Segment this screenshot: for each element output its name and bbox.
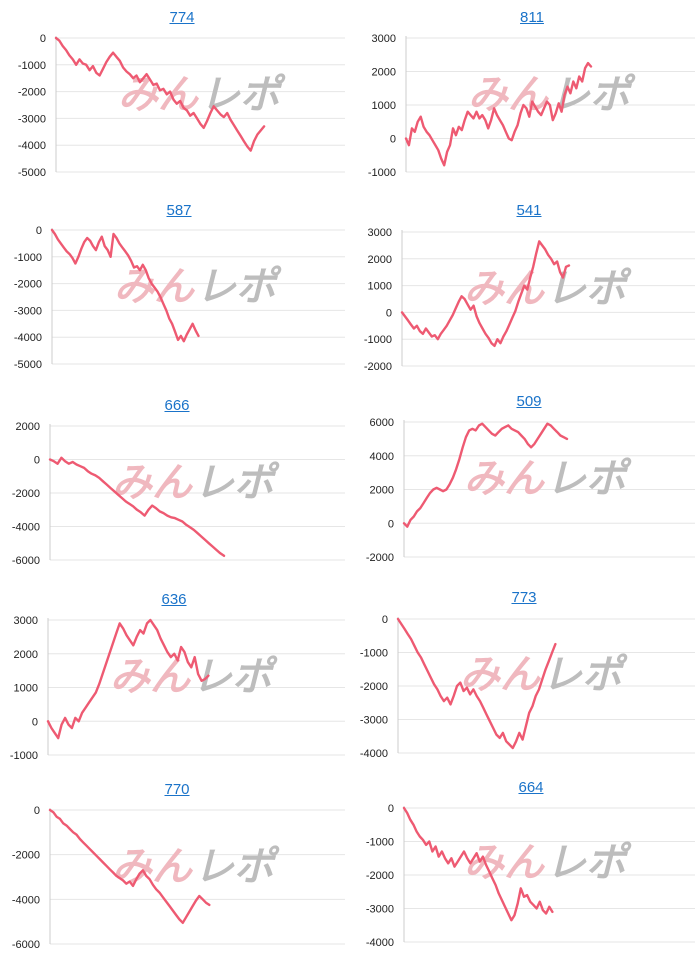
- y-tick-label: 2000: [16, 421, 40, 433]
- chart-title-link[interactable]: 664: [518, 779, 544, 796]
- y-tick-label: 2000: [372, 67, 396, 79]
- y-tick-label: -4000: [18, 140, 46, 152]
- series-line: [48, 808, 211, 924]
- series-line: [402, 806, 554, 922]
- y-tick-label: -4000: [360, 748, 388, 760]
- series-line: [404, 61, 593, 167]
- series-line: [402, 422, 569, 528]
- y-tick-label: -3000: [360, 715, 388, 727]
- y-tick-label: -4000: [12, 522, 40, 534]
- chart-title-link[interactable]: 509: [516, 393, 542, 410]
- chart-title-link[interactable]: 587: [166, 202, 192, 219]
- y-tick-label: -2000: [14, 279, 42, 291]
- y-tick-label: -2000: [18, 87, 46, 99]
- y-tick-label: -4000: [12, 894, 40, 906]
- y-tick-label: -1000: [364, 334, 392, 346]
- chart-title-link[interactable]: 770: [164, 781, 190, 798]
- y-tick-label: -3000: [14, 305, 42, 317]
- y-tick-label: -1000: [10, 750, 38, 762]
- y-tick-label: 4000: [370, 451, 394, 463]
- y-tick-label: 0: [36, 225, 42, 237]
- y-tick-label: 6000: [370, 417, 394, 429]
- y-tick-label: -2000: [364, 361, 392, 373]
- y-tick-label: -1000: [18, 60, 46, 72]
- y-tick-label: 0: [382, 614, 388, 626]
- chart-title-link[interactable]: 636: [161, 591, 187, 608]
- y-tick-label: -2000: [360, 681, 388, 693]
- y-tick-label: -1000: [366, 837, 394, 849]
- y-tick-label: 0: [34, 455, 40, 467]
- watermark-right: レポ: [546, 457, 632, 501]
- y-tick-label: -3000: [366, 904, 394, 916]
- y-tick-label: 1000: [368, 281, 392, 293]
- y-tick-label: 3000: [368, 227, 392, 239]
- y-tick-label: -1000: [360, 648, 388, 660]
- y-tick-label: 1000: [372, 100, 396, 112]
- chart-title-link[interactable]: 774: [169, 9, 195, 26]
- series-line: [400, 240, 571, 348]
- y-tick-label: 2000: [368, 254, 392, 266]
- y-tick-label: -6000: [12, 939, 40, 951]
- watermark-right: レポ: [196, 265, 282, 309]
- series-line: [46, 618, 210, 740]
- watermark-left: みん: [464, 457, 546, 501]
- watermark-left: みん: [112, 461, 194, 505]
- y-tick-label: -3000: [18, 113, 46, 125]
- y-tick-label: -2000: [12, 488, 40, 500]
- y-tick-label: -5000: [14, 359, 42, 371]
- chart-title-link[interactable]: 666: [164, 397, 190, 414]
- y-tick-label: 0: [32, 716, 38, 728]
- series-line: [54, 36, 266, 152]
- y-tick-label: -4000: [14, 332, 42, 344]
- series-line: [396, 617, 557, 750]
- watermark-left: みん: [464, 841, 546, 885]
- y-tick-label: 0: [40, 33, 46, 45]
- watermark-right: レポ: [200, 73, 286, 117]
- y-tick-label: 0: [386, 307, 392, 319]
- y-tick-label: 3000: [372, 33, 396, 45]
- watermark-left: みん: [110, 655, 192, 699]
- watermark-right: レポ: [194, 461, 280, 505]
- watermark-right: レポ: [542, 653, 628, 697]
- y-tick-label: 2000: [370, 485, 394, 497]
- y-tick-label: -1000: [368, 167, 396, 179]
- y-tick-label: 3000: [14, 615, 38, 627]
- y-tick-label: 1000: [14, 683, 38, 695]
- y-tick-label: -6000: [12, 555, 40, 567]
- y-tick-label: -4000: [366, 937, 394, 949]
- series-line: [48, 456, 226, 557]
- y-tick-label: -5000: [18, 167, 46, 179]
- chart-title-link[interactable]: 541: [516, 202, 542, 219]
- chart-title-link[interactable]: 811: [520, 9, 544, 26]
- y-tick-label: -2000: [12, 850, 40, 862]
- y-tick-label: -2000: [366, 870, 394, 882]
- y-tick-label: 0: [388, 803, 394, 815]
- y-tick-label: 0: [390, 134, 396, 146]
- y-tick-label: -1000: [14, 252, 42, 264]
- chart-title-link[interactable]: 773: [511, 589, 537, 606]
- series-line: [50, 228, 200, 343]
- y-tick-label: 0: [388, 518, 394, 530]
- watermark-right: レポ: [194, 845, 280, 889]
- y-tick-label: 2000: [14, 649, 38, 661]
- watermark-right: レポ: [546, 841, 632, 885]
- y-tick-label: 0: [34, 805, 40, 817]
- y-tick-label: -2000: [366, 552, 394, 564]
